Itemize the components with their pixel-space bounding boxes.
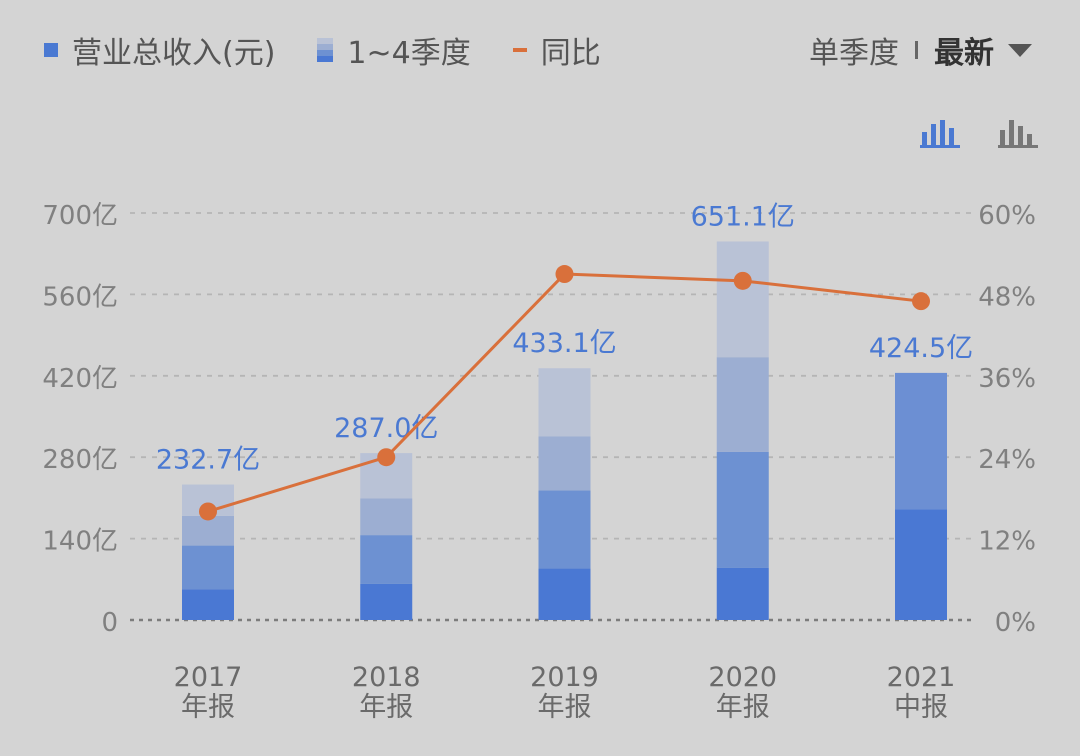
y-right-tick-label: 36%: [978, 364, 1036, 394]
legend-quarters-label: 1~4季度: [347, 36, 471, 71]
period-mode-option[interactable]: 单季度: [809, 36, 899, 71]
legend-yoy-label: 同比: [540, 36, 601, 71]
bar-segment: [716, 241, 769, 358]
legend-item-revenue[interactable]: 营业总收入(元): [44, 28, 275, 72]
quarters-swatch-icon: [317, 38, 334, 62]
x-tick-label-year: 2021: [887, 662, 956, 693]
x-tick-label-type: 年报: [716, 692, 770, 723]
yoy-point: [912, 292, 930, 311]
y-right-tick-label: 60%: [978, 201, 1036, 231]
y-right-tick-label: 48%: [978, 282, 1036, 312]
bar-total-label: 287.0亿: [334, 413, 438, 444]
x-tick-label-type: 年报: [538, 692, 592, 723]
bar-segment: [182, 545, 234, 590]
legend: 营业总收入(元) 1~4季度 同比: [44, 28, 643, 72]
y-left-tick-label: 700亿: [42, 201, 118, 231]
y-right-tick-label: 24%: [978, 445, 1036, 475]
y-right-tick-label: 0%: [995, 608, 1036, 638]
yoy-point: [199, 502, 217, 521]
bar-segment: [538, 368, 591, 437]
period-current-option[interactable]: 最新: [934, 36, 994, 71]
yoy-point: [377, 448, 396, 467]
bar-segment: [716, 567, 769, 620]
stacked-bar-icon[interactable]: [920, 114, 960, 148]
x-tick-label-year: 2019: [530, 662, 599, 693]
bar-segment: [360, 583, 413, 620]
bar-total-label: 651.1亿: [691, 201, 795, 232]
chevron-down-icon[interactable]: [1008, 43, 1032, 57]
yoy-swatch-icon: [512, 48, 527, 52]
y-left-tick-label: 560亿: [42, 282, 118, 312]
yoy-point: [733, 271, 752, 290]
revenue-swatch-icon: [44, 43, 58, 57]
bar-segment: [716, 451, 769, 568]
x-tick-label-type: 年报: [181, 692, 235, 723]
x-tick-label-year: 2017: [174, 662, 243, 693]
legend-item-quarters[interactable]: 1~4季度: [317, 28, 471, 72]
x-tick-label-year: 2018: [352, 662, 421, 693]
bar-segment: [895, 372, 947, 510]
yoy-point: [555, 265, 574, 284]
bar-total-label: 424.5亿: [869, 333, 973, 364]
bar-total-label: 433.1亿: [512, 328, 616, 359]
y-left-tick-label: 420亿: [42, 364, 118, 394]
bar-total-label: 232.7亿: [156, 445, 260, 476]
y-left-tick-label: 0: [101, 608, 118, 638]
period-selector: 单季度 最新: [809, 28, 1032, 72]
bar-icon[interactable]: [998, 114, 1038, 148]
period-divider: [915, 41, 918, 59]
bar-segment: [895, 509, 947, 620]
bar-segment: [360, 498, 413, 536]
x-tick-label-type: 年报: [359, 692, 413, 723]
y-left-tick-label: 140亿: [42, 527, 118, 557]
bar-segment: [716, 357, 769, 452]
y-right-tick-label: 12%: [978, 527, 1036, 557]
bar-segment: [182, 515, 234, 546]
x-tick-label-year: 2020: [708, 662, 777, 693]
bar-segment: [182, 589, 234, 620]
legend-revenue-label: 营业总收入(元): [72, 36, 276, 71]
bar-segment: [538, 436, 591, 491]
y-left-tick-label: 280亿: [42, 445, 118, 475]
legend-item-yoy[interactable]: 同比: [512, 28, 601, 72]
bar-segment: [538, 568, 591, 620]
bar-segment: [538, 490, 591, 569]
bar-segment: [360, 535, 413, 584]
x-tick-label-type: 中报: [894, 692, 948, 723]
